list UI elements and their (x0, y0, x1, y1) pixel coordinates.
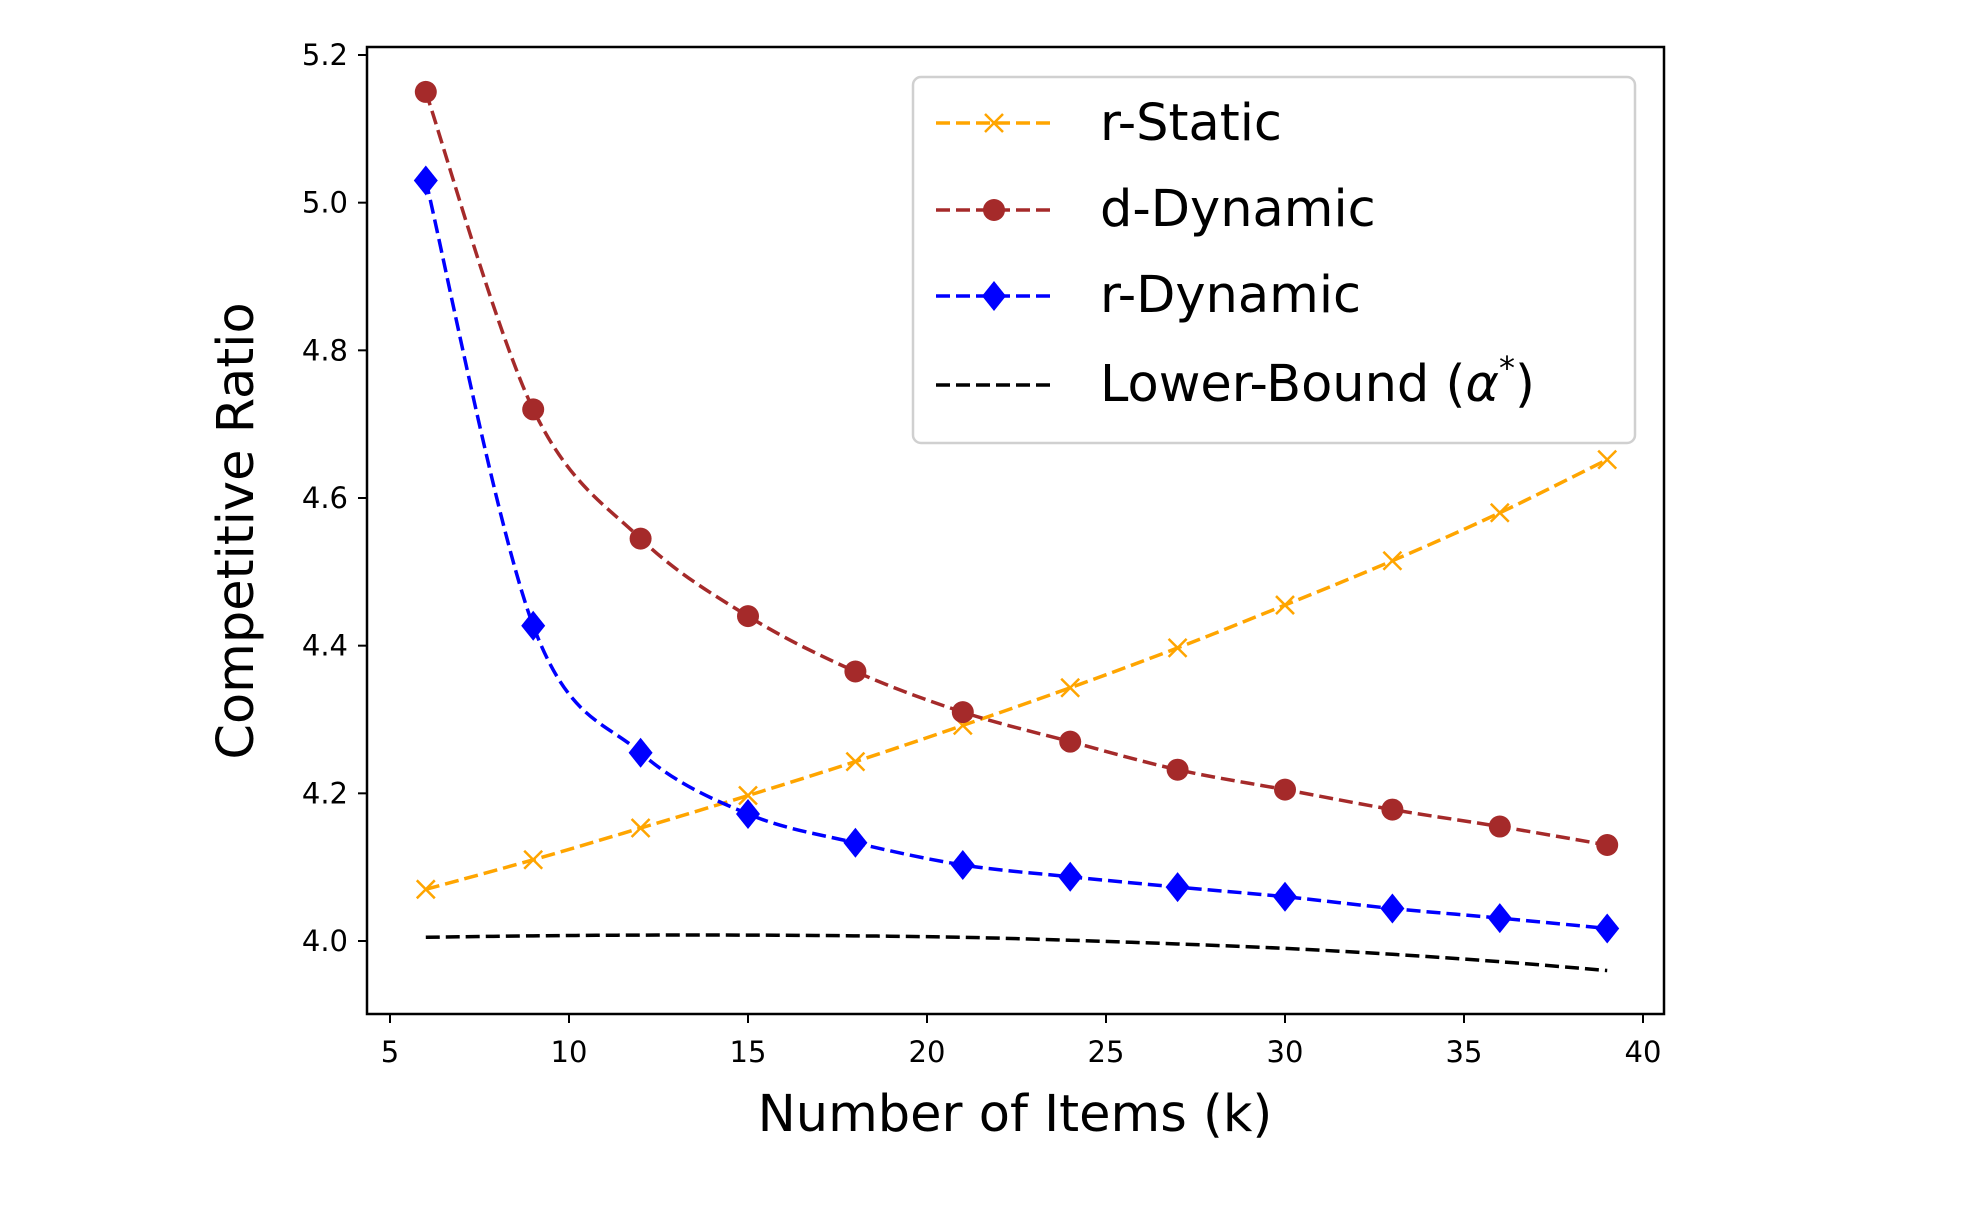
x-axis: 5 10 15 20 25 30 35 40 (381, 1014, 1662, 1069)
series-d-dynamic (414, 80, 1619, 857)
x-tick-label: 40 (1625, 1035, 1662, 1069)
data-point-r-dynamic (950, 849, 975, 880)
data-point-r-dynamic (413, 165, 438, 196)
y-tick-label: 4.6 (302, 481, 348, 515)
x-axis-label: Number of Items (k) (758, 1085, 1273, 1144)
data-point-r-dynamic (1165, 872, 1190, 903)
data-point-r-dynamic (628, 737, 653, 768)
axes-frame (365, 45, 1666, 1016)
y-axis-label: Competitive Ratio (207, 302, 266, 759)
legend-marker-r-static (984, 113, 1004, 133)
data-point-r-static (1060, 677, 1081, 698)
data-point-d-dynamic (1488, 815, 1511, 838)
data-point-d-dynamic (629, 527, 652, 550)
data-point-r-dynamic (521, 610, 546, 641)
legend-label: r-Static (1100, 94, 1282, 153)
legend-handle-r-static (936, 113, 1052, 133)
y-tick-label: 5.0 (302, 186, 348, 220)
legend-label-main: Lower-Bound ( (1100, 355, 1465, 414)
data-point-d-dynamic (522, 398, 545, 421)
x-tick-label: 5 (381, 1035, 399, 1069)
legend-box (911, 75, 1637, 445)
data-point-r-static (523, 849, 544, 870)
data-point-d-dynamic (1596, 834, 1619, 857)
data-point-r-static (415, 879, 436, 900)
data-point-r-static (1382, 550, 1403, 571)
data-point-r-dynamic (843, 827, 868, 858)
legend-label-alpha: α (1465, 355, 1499, 414)
data-point-r-dynamic (1273, 881, 1297, 912)
legend-marker-d-dynamic (983, 199, 1005, 221)
y-axis: 4.0 4.2 4.4 4.6 4.8 5.0 5.2 (302, 38, 367, 958)
legend-handle-d-dynamic (936, 199, 1052, 221)
data-point-d-dynamic (844, 660, 867, 683)
data-point-r-static (1275, 595, 1295, 615)
plot-area (413, 80, 1620, 973)
data-point-r-dynamic (736, 799, 760, 830)
series-r-dynamic (413, 165, 1620, 944)
legend-label: d-Dynamic (1100, 180, 1376, 239)
legend-label: Lower-Bound (α*) (1100, 349, 1535, 414)
legend-label-close: ) (1515, 355, 1535, 414)
y-tick-label: 4.2 (302, 776, 348, 810)
x-tick-label: 25 (1088, 1035, 1125, 1069)
data-point-d-dynamic (1381, 798, 1404, 821)
series-line-lower-bound (425, 933, 1608, 973)
legend: r-Static d-Dynamic r-Dynamic Lower-Bound… (911, 75, 1637, 445)
legend-label-star: * (1499, 349, 1515, 387)
data-point-r-static (1489, 502, 1510, 523)
data-point-r-static (1597, 449, 1618, 470)
x-tick-label: 10 (551, 1035, 588, 1069)
legend-marker-r-dynamic (982, 281, 1006, 311)
data-point-r-static (738, 785, 758, 806)
data-point-r-dynamic (1058, 861, 1083, 892)
x-tick-label: 15 (730, 1035, 767, 1069)
y-tick-label: 4.4 (302, 629, 348, 663)
legend-handle-r-dynamic (936, 281, 1052, 311)
data-point-d-dynamic (951, 701, 974, 724)
data-point-r-static (630, 818, 651, 838)
y-tick-label: 5.2 (302, 38, 348, 72)
data-point-r-static (1167, 637, 1188, 658)
y-tick-label: 4.0 (302, 924, 348, 958)
x-tick-label: 35 (1446, 1035, 1483, 1069)
data-point-r-dynamic (1487, 903, 1512, 934)
data-point-d-dynamic (414, 80, 437, 103)
series-lower-bound (425, 933, 1608, 973)
x-tick-label: 30 (1267, 1035, 1304, 1069)
series-r-static (415, 449, 1618, 900)
y-tick-label: 4.8 (302, 333, 348, 367)
data-point-d-dynamic (1166, 758, 1189, 781)
data-point-d-dynamic (1059, 730, 1082, 753)
data-point-r-dynamic (1595, 913, 1620, 944)
series-line-r-static (425, 458, 1608, 892)
data-point-d-dynamic (1274, 778, 1296, 801)
data-point-r-static (845, 751, 866, 772)
legend-label: r-Dynamic (1100, 266, 1361, 325)
x-tick-label: 20 (909, 1035, 946, 1069)
data-point-d-dynamic (737, 605, 759, 628)
data-point-r-dynamic (1380, 893, 1405, 924)
